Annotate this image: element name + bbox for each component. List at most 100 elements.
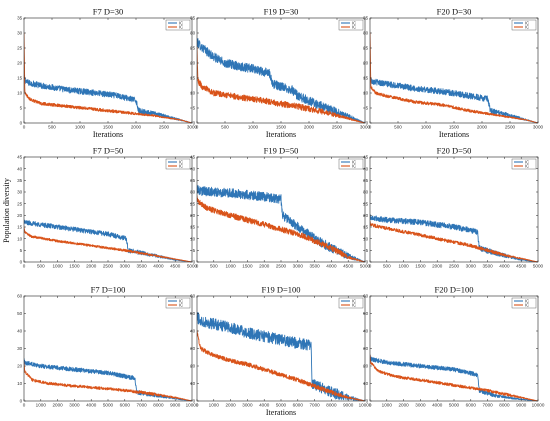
subplot-8: F19 D=1000 1000 2000 3000 4000 5000 6000 7000 80… [190, 285, 372, 418]
y-tick-label: 40 [190, 166, 196, 171]
subplot-title: F19 D=50 [264, 146, 299, 156]
subplot-2: F19 D=300 500 1000 1500 2000 2500 300005101520… [190, 7, 370, 140]
x-tick-label: 500 [210, 264, 218, 269]
legend-label: IC [525, 21, 529, 26]
x-tick-label: 0 [23, 264, 26, 269]
y-tick-label: 45 [190, 155, 196, 160]
x-tick-label: 10000 [186, 403, 199, 408]
x-axis-label: Iterations [266, 130, 296, 139]
y-tick-label: 0 [366, 399, 369, 404]
y-tick-label: 20 [190, 213, 196, 218]
legend-label: IC [352, 21, 356, 26]
legend-label: IC [525, 303, 529, 308]
x-tick-label: 1000 [398, 264, 409, 269]
subplot-9: F20 D=100 0 1000 2000 3000 4000 5000 6000 7000 80… [363, 285, 545, 408]
x-tick-label: 10000 [359, 403, 372, 408]
x-tick-label: 5000 [449, 403, 460, 408]
legend-label: IC [352, 303, 356, 308]
legend-label: IC [352, 25, 356, 30]
x-tick-label: 5000 [187, 264, 198, 269]
x-tick-label: 1500 [242, 264, 253, 269]
x-tick-label: 1000 [421, 125, 432, 130]
x-tick-label: 500 [394, 125, 402, 130]
y-tick-label: 20 [363, 213, 369, 218]
subplot-4: F7 D=500 500 1000 1500 2000 2500 3000 3500 4000 4… [17, 146, 197, 269]
y-tick-label: 10 [363, 236, 369, 241]
axes-box [23, 295, 193, 402]
y-tick-label: 5 [193, 248, 196, 253]
x-tick-label: 7000 [136, 403, 147, 408]
x-tick-label: 8000 [326, 403, 337, 408]
subplot-title: F7 D=50 [93, 146, 124, 156]
y-tick-label: 40 [17, 166, 23, 171]
x-tick-label: 4500 [170, 264, 181, 269]
x-tick-label: 2000 [52, 403, 63, 408]
legend-label: IC [352, 299, 356, 304]
y-tick-label: 15 [190, 225, 196, 230]
axes-box [23, 156, 193, 263]
legend-box [338, 158, 364, 170]
series-line-orange [24, 226, 192, 262]
legend-box [511, 19, 537, 31]
x-tick-label: 3000 [466, 264, 477, 269]
x-tick-label: 1000 [248, 125, 259, 130]
legend-label: IC [179, 299, 183, 304]
axes-box [196, 17, 366, 124]
x-tick-label: 3000 [533, 125, 544, 130]
y-tick-label: 15 [363, 225, 369, 230]
legend-label: IC [179, 25, 183, 30]
axes-box [369, 156, 539, 263]
x-tick-label: 2000 [398, 403, 409, 408]
x-tick-label: 500 [221, 125, 229, 130]
x-tick-label: 0 [196, 264, 199, 269]
y-tick-label: 60 [17, 294, 23, 299]
y-tick-label: 5 [20, 248, 23, 253]
legend-label: IC [179, 160, 183, 165]
y-tick-label: 35 [363, 178, 369, 183]
x-tick-label: 7000 [482, 403, 493, 408]
series-line-orange [24, 32, 192, 123]
legend-label: IC [525, 25, 529, 30]
x-tick-label: 10000 [532, 403, 545, 408]
subplot-title: F20 D=50 [437, 146, 472, 156]
x-tick-label: 3000 [120, 264, 131, 269]
x-tick-label: 3000 [293, 264, 304, 269]
legend-label: IC [525, 160, 529, 165]
legend-label: IC [179, 164, 183, 169]
series-line-orange [197, 195, 365, 262]
y-tick-label: 0 [366, 260, 369, 265]
y-tick-label: 50 [363, 311, 369, 316]
x-axis-label: Iterations [266, 408, 296, 417]
y-tick-label: 10 [17, 236, 23, 241]
y-tick-label: 30 [17, 346, 23, 351]
x-tick-label: 4000 [499, 264, 510, 269]
x-tick-label: 2000 [259, 264, 270, 269]
x-tick-label: 4000 [259, 403, 270, 408]
series-line-blue [197, 38, 365, 123]
y-tick-label: 45 [363, 155, 369, 160]
x-tick-label: 1000 [225, 264, 236, 269]
y-tick-label: 30 [190, 190, 196, 195]
x-tick-label: 2500 [159, 125, 170, 130]
y-tick-label: 50 [190, 311, 196, 316]
x-tick-label: 2000 [86, 264, 97, 269]
legend-label: IC [179, 21, 183, 26]
x-tick-label: 3000 [415, 403, 426, 408]
x-tick-label: 1000 [382, 403, 393, 408]
subplot-6: F20 D=50 0 500 1000 1500 2000 2500 3000 3500 4000… [363, 146, 543, 269]
x-tick-label: 9000 [516, 403, 527, 408]
series-line-orange [197, 46, 365, 123]
series-line-blue [24, 74, 192, 123]
x-tick-label: 3000 [69, 403, 80, 408]
x-tick-label: 9000 [170, 403, 181, 408]
series-line-blue [24, 219, 192, 262]
legend-box [165, 158, 191, 170]
series-line-orange [370, 221, 538, 262]
x-tick-label: 5000 [360, 264, 371, 269]
x-tick-label: 0 [369, 264, 372, 269]
y-tick-label: 15 [190, 76, 196, 81]
